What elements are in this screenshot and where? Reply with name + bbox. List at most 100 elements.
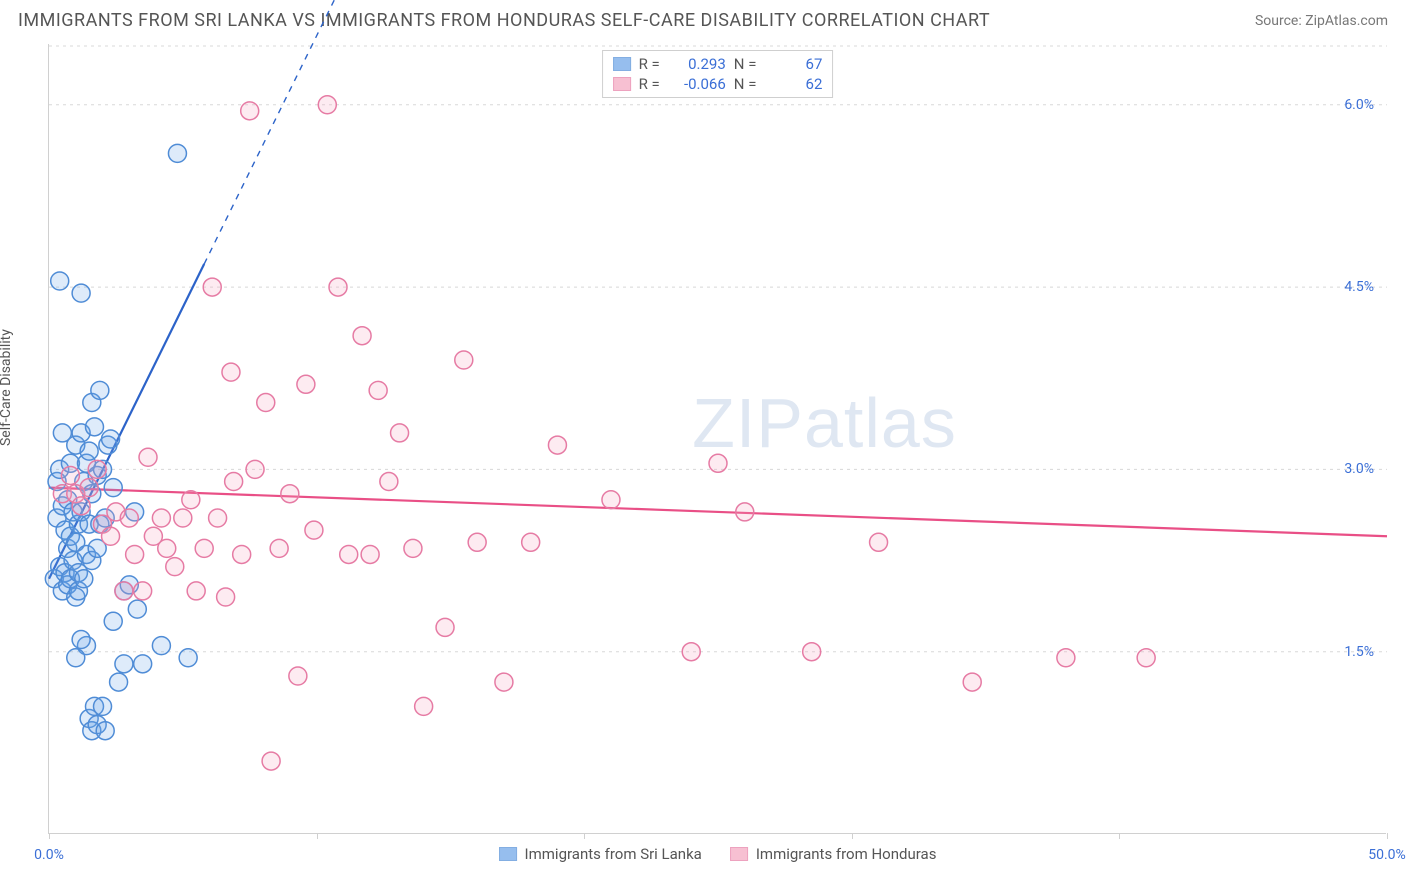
header-row: IMMIGRANTS FROM SRI LANKA VS IMMIGRANTS … — [0, 0, 1406, 37]
x-tick-mark — [1387, 833, 1388, 839]
point-honduras — [736, 503, 754, 521]
point-honduras — [195, 539, 213, 557]
point-honduras — [222, 363, 240, 381]
trend-line-honduras — [49, 488, 1387, 537]
point-sri-lanka — [128, 600, 146, 618]
point-honduras — [115, 582, 133, 600]
n-label: N = — [734, 55, 757, 73]
point-sri-lanka — [91, 381, 109, 399]
point-sri-lanka — [85, 418, 103, 436]
point-sri-lanka — [94, 697, 112, 715]
point-honduras — [361, 545, 379, 563]
x-tick-mark — [852, 833, 853, 839]
legend-label-honduras: Immigrants from Honduras — [756, 845, 937, 863]
point-honduras — [353, 327, 371, 345]
point-honduras — [270, 539, 288, 557]
point-honduras — [391, 424, 409, 442]
point-honduras — [1137, 649, 1155, 667]
point-honduras — [709, 454, 727, 472]
point-honduras — [340, 545, 358, 563]
point-honduras — [72, 497, 90, 515]
point-honduras — [225, 473, 243, 491]
point-sri-lanka — [152, 637, 170, 655]
point-honduras — [241, 102, 259, 120]
point-honduras — [318, 96, 336, 114]
point-sri-lanka — [168, 144, 186, 162]
point-sri-lanka — [104, 479, 122, 497]
n-label: N = — [734, 75, 757, 93]
r-label: R = — [639, 55, 660, 73]
r-value-sri-lanka: 0.293 — [668, 55, 726, 73]
point-sri-lanka — [134, 655, 152, 673]
legend-item-honduras: Immigrants from Honduras — [730, 845, 937, 863]
point-honduras — [126, 545, 144, 563]
x-tick-label: 0.0% — [34, 847, 64, 863]
point-honduras — [166, 558, 184, 576]
swatch-honduras — [730, 847, 748, 861]
point-honduras — [329, 278, 347, 296]
point-sri-lanka — [102, 430, 120, 448]
point-sri-lanka — [72, 284, 90, 302]
source-attribution: Source: ZipAtlas.com — [1255, 13, 1388, 29]
chart-title: IMMIGRANTS FROM SRI LANKA VS IMMIGRANTS … — [18, 10, 990, 31]
x-tick-mark — [1119, 833, 1120, 839]
point-honduras — [305, 521, 323, 539]
point-honduras — [61, 466, 79, 484]
point-sri-lanka — [96, 722, 114, 740]
point-honduras — [233, 545, 251, 563]
n-value-honduras: 62 — [764, 75, 822, 93]
swatch-sri-lanka — [499, 847, 517, 861]
stats-row-sri-lanka: R = 0.293 N = 67 — [613, 55, 823, 73]
point-honduras — [289, 667, 307, 685]
point-sri-lanka — [51, 272, 69, 290]
point-honduras — [246, 460, 264, 478]
point-sri-lanka — [75, 570, 93, 588]
chart-svg — [49, 44, 1386, 833]
stats-legend: R = 0.293 N = 67 R = -0.066 N = 62 — [602, 50, 834, 98]
point-honduras — [369, 381, 387, 399]
point-sri-lanka — [179, 649, 197, 667]
point-honduras — [803, 643, 821, 661]
point-honduras — [209, 509, 227, 527]
point-honduras — [102, 527, 120, 545]
stats-row-honduras: R = -0.066 N = 62 — [613, 75, 823, 93]
x-tick-mark — [584, 833, 585, 839]
point-sri-lanka — [110, 673, 128, 691]
x-tick-mark — [317, 833, 318, 839]
point-honduras — [120, 509, 138, 527]
point-sri-lanka — [104, 612, 122, 630]
point-sri-lanka — [80, 442, 98, 460]
trend-line-sri-lanka-dashed — [204, 0, 450, 264]
point-honduras — [380, 473, 398, 491]
y-tick-label: 1.5% — [1344, 644, 1374, 660]
point-honduras — [522, 533, 540, 551]
point-honduras — [134, 582, 152, 600]
swatch-sri-lanka — [613, 57, 631, 71]
point-honduras — [187, 582, 205, 600]
y-axis-label: Self-Care Disability — [0, 329, 14, 446]
point-honduras — [455, 351, 473, 369]
bottom-legend: Immigrants from Sri Lanka Immigrants fro… — [499, 845, 937, 863]
point-honduras — [80, 479, 98, 497]
y-tick-label: 3.0% — [1344, 461, 1374, 477]
point-honduras — [262, 752, 280, 770]
point-honduras — [88, 460, 106, 478]
point-sri-lanka — [115, 655, 133, 673]
point-honduras — [158, 539, 176, 557]
point-honduras — [436, 618, 454, 636]
y-tick-label: 4.5% — [1344, 279, 1374, 295]
point-honduras — [1057, 649, 1075, 667]
point-sri-lanka — [67, 649, 85, 667]
point-honduras — [203, 278, 221, 296]
legend-item-sri-lanka: Immigrants from Sri Lanka — [499, 845, 702, 863]
point-honduras — [682, 643, 700, 661]
point-honduras — [963, 673, 981, 691]
chart-plot-area: ZIPatlas 1.5%3.0%4.5%6.0% 0.0%50.0% R = … — [48, 44, 1386, 834]
r-value-honduras: -0.066 — [668, 75, 726, 93]
point-sri-lanka — [72, 631, 90, 649]
x-tick-mark — [49, 833, 50, 839]
point-honduras — [495, 673, 513, 691]
point-honduras — [468, 533, 486, 551]
point-honduras — [281, 485, 299, 503]
point-honduras — [139, 448, 157, 466]
